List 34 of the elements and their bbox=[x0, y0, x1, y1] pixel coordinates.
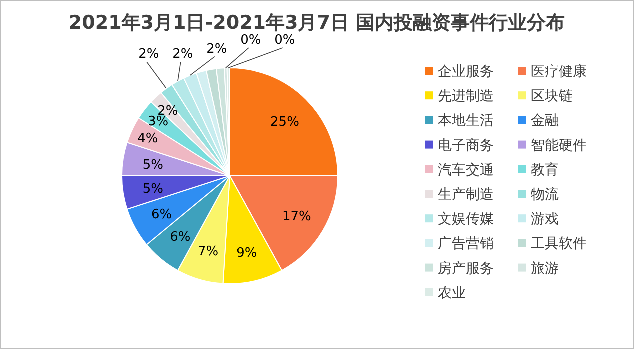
data-label: 2% bbox=[206, 42, 228, 57]
data-label: 5% bbox=[142, 158, 164, 173]
legend-label: 文娱传媒 bbox=[438, 212, 494, 228]
data-label: 9% bbox=[236, 246, 258, 261]
legend-label: 物流 bbox=[531, 187, 559, 203]
legend-label: 金融 bbox=[531, 113, 559, 130]
legend-label: 本地生活 bbox=[438, 113, 494, 130]
legend-label: 房产服务 bbox=[438, 260, 494, 277]
data-label: 25% bbox=[270, 115, 300, 130]
data-label: 5% bbox=[142, 182, 164, 198]
legend-label: 农业 bbox=[438, 285, 466, 302]
data-label: 6% bbox=[170, 230, 191, 245]
data-label: 7% bbox=[198, 244, 219, 260]
data-label: 2% bbox=[172, 47, 194, 62]
legend-label: 游戏 bbox=[531, 212, 559, 228]
chart-title: 2021年3月1日-2021年3月7日 国内投融资事件行业分布 bbox=[68, 12, 566, 34]
legend-label: 生产制造 bbox=[438, 187, 494, 203]
legend-label: 电子商务 bbox=[438, 138, 494, 154]
data-label: 0% bbox=[274, 33, 296, 48]
data-label: 4% bbox=[138, 131, 158, 146]
legend-label: 旅游 bbox=[531, 260, 559, 277]
legend-label: 教育 bbox=[531, 161, 559, 178]
legend-label: 区块链 bbox=[531, 88, 573, 105]
legend-label: 工具软件 bbox=[531, 236, 587, 252]
data-label: 6% bbox=[152, 207, 172, 222]
legend-label: 智能硬件 bbox=[531, 138, 587, 154]
legend-label: 医疗健康 bbox=[531, 64, 587, 80]
legend-label: 先进制造 bbox=[438, 88, 494, 105]
data-label: 0% bbox=[240, 33, 262, 48]
data-label: 17% bbox=[282, 210, 312, 225]
data-label: 2% bbox=[138, 47, 160, 62]
legend-label: 企业服务 bbox=[438, 64, 494, 80]
legend-label: 广告营销 bbox=[438, 236, 494, 252]
legend-label: 汽车交通 bbox=[438, 162, 494, 178]
